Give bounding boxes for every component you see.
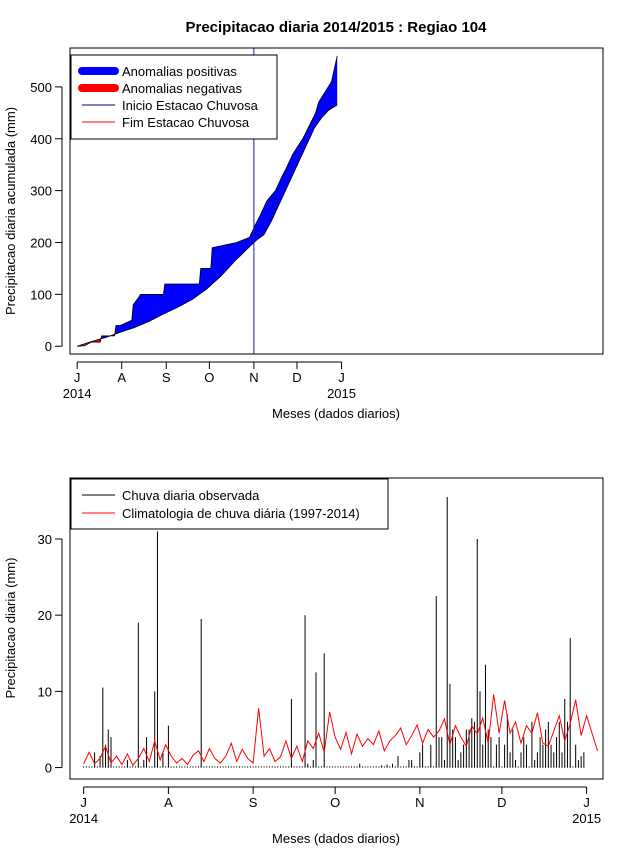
observed-accumulated-line bbox=[77, 55, 338, 347]
daily-rain-baseline bbox=[83, 766, 585, 768]
bottom-plot-frame bbox=[69, 477, 604, 780]
top-y-tick-label: 400 bbox=[30, 132, 52, 147]
bottom-y-axis: 0 10 20 30 bbox=[38, 532, 63, 776]
bottom-year-label: 2014 bbox=[69, 811, 98, 826]
top-y-tick-label: 100 bbox=[30, 287, 52, 302]
climatology-daily-line bbox=[83, 694, 599, 767]
bottom-y-tick-label: 10 bbox=[38, 684, 52, 699]
bottom-legend: Chuva diaria observada Climatologia de c… bbox=[70, 478, 389, 530]
top-y-tick-label: 200 bbox=[30, 235, 52, 250]
bottom-x-tick-label: D bbox=[497, 795, 506, 810]
top-x-tick-label: N bbox=[249, 370, 258, 385]
bottom-x-axis-label: Meses (dados diarios) bbox=[272, 831, 400, 846]
top-chart-title: Precipitacao diaria 2014/2015 : Regiao 1… bbox=[185, 19, 487, 36]
top-legend-box bbox=[70, 54, 278, 140]
top-x-axis-label: Meses (dados diarios) bbox=[272, 406, 400, 421]
bottom-x-tick-label: S bbox=[249, 795, 258, 810]
bottom-x-tick-label: A bbox=[164, 795, 173, 810]
bottom-y-axis-label: Precipitacao diaria (mm) bbox=[3, 558, 18, 699]
legend-end-label: Fim Estacao Chuvosa bbox=[122, 115, 250, 130]
top-x-tick-label: O bbox=[204, 370, 214, 385]
bottom-x-tick-label: J bbox=[583, 795, 590, 810]
legend-observed-label: Chuva diaria observada bbox=[122, 488, 260, 503]
bottom-legend-box bbox=[70, 478, 389, 530]
bottom-plot-marks bbox=[83, 497, 599, 768]
top-x-tick-label: J bbox=[74, 370, 81, 385]
top-x-tick-label: A bbox=[117, 370, 126, 385]
bottom-y-tick-label: 30 bbox=[38, 532, 52, 547]
legend-climatology-label: Climatologia de chuva diária (1997-2014) bbox=[122, 506, 360, 521]
top-plot-frame bbox=[69, 47, 604, 355]
bottom-y-tick-label: 0 bbox=[45, 761, 52, 776]
top-year-label: 2015 bbox=[327, 386, 356, 401]
negative-anomaly-band bbox=[77, 335, 102, 347]
top-y-tick-label: 0 bbox=[45, 339, 52, 354]
top-x-tick-label: J bbox=[338, 370, 345, 385]
top-legend: Anomalias positivas Anomalias negativas … bbox=[70, 54, 278, 140]
top-x-tick-label: S bbox=[162, 370, 171, 385]
climatology-accumulated-line bbox=[77, 104, 338, 347]
legend-start-label: Inicio Estacao Chuvosa bbox=[122, 98, 259, 113]
bottom-x-tick-label: O bbox=[330, 795, 340, 810]
legend-positive-label: Anomalias positivas bbox=[122, 64, 237, 79]
top-y-tick-label: 300 bbox=[30, 184, 52, 199]
bottom-year-label: 2015 bbox=[572, 811, 601, 826]
top-y-axis-label: Precipitacao diaria acumulada (mm) bbox=[3, 107, 18, 315]
bottom-x-tick-label: J bbox=[80, 795, 87, 810]
top-y-tick-label: 500 bbox=[30, 80, 52, 95]
legend-negative-label: Anomalias negativas bbox=[122, 81, 242, 96]
bottom-x-tick-label: N bbox=[415, 795, 424, 810]
bottom-y-tick-label: 20 bbox=[38, 608, 52, 623]
top-year-label: 2014 bbox=[63, 386, 92, 401]
positive-anomaly-band bbox=[115, 55, 338, 335]
top-y-axis: 0 100 200 300 400 500 bbox=[30, 80, 63, 354]
top-x-tick-label: D bbox=[292, 370, 301, 385]
